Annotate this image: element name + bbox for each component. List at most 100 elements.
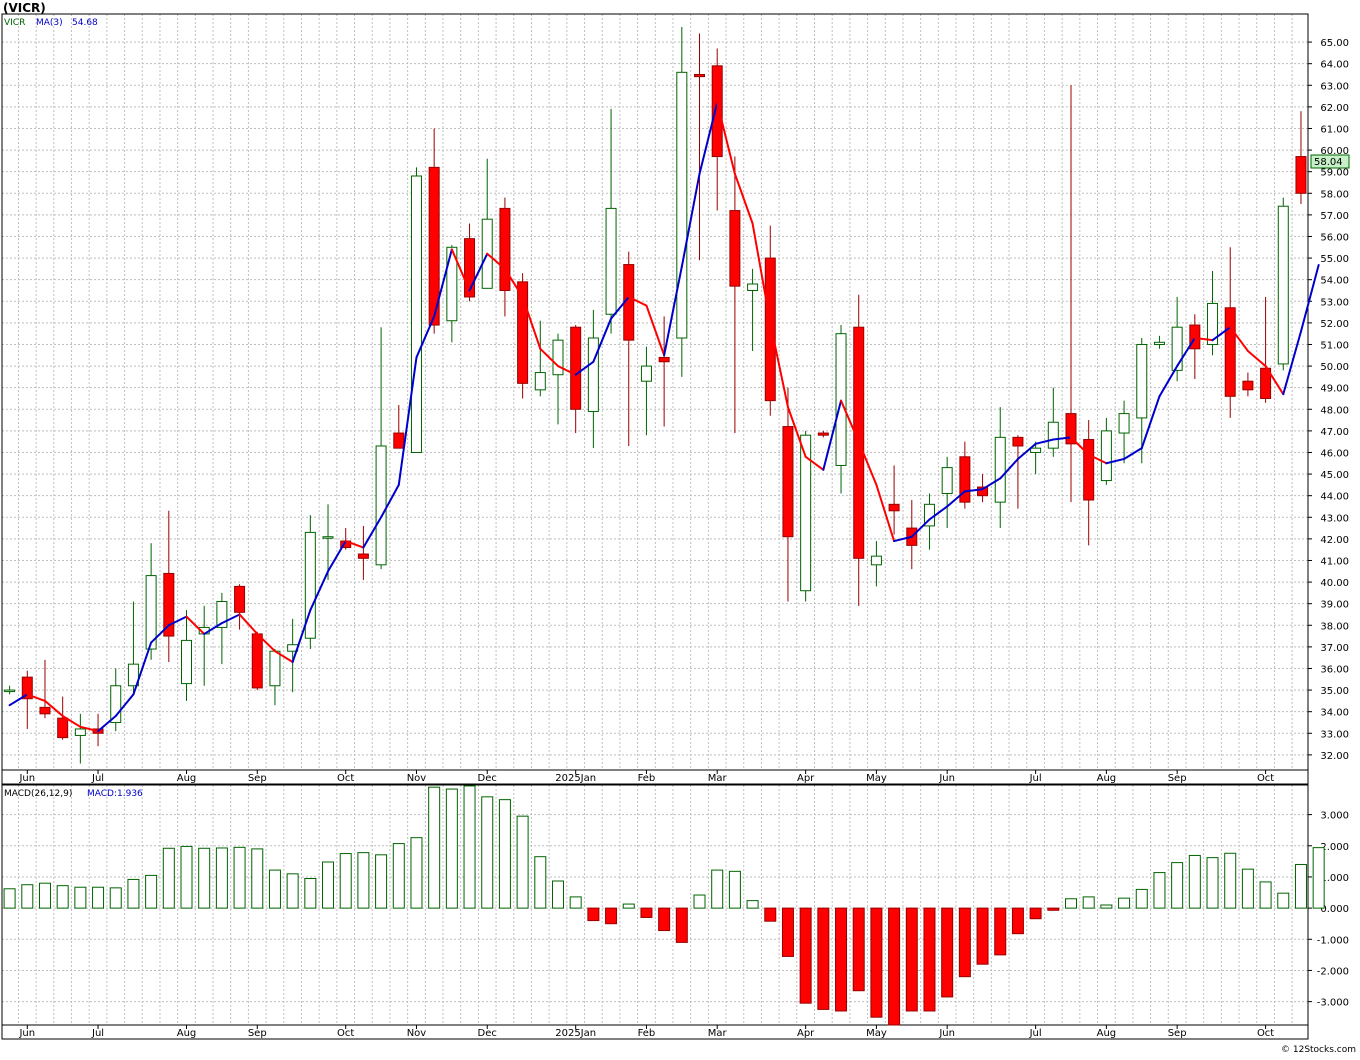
y-tick-label: 33.00 xyxy=(1320,729,1349,740)
ma-segment xyxy=(185,615,206,635)
candle-up xyxy=(870,541,882,587)
candle-up xyxy=(835,325,847,494)
ma-segment xyxy=(910,518,931,538)
x-tick-label: Oct xyxy=(337,1028,354,1039)
macd-bar-positive xyxy=(498,799,511,909)
candle-body xyxy=(1083,439,1095,501)
candle-body xyxy=(357,553,369,559)
moving-average-line xyxy=(8,101,1320,733)
x-tick-label: Apr xyxy=(797,773,815,784)
candle-body xyxy=(234,585,246,613)
candle-body xyxy=(57,717,69,739)
y-tick-label: 58.00 xyxy=(1320,189,1349,200)
macd-bar-positive xyxy=(233,846,246,909)
macd-bar-negative xyxy=(1011,907,1024,935)
candle-up xyxy=(534,320,546,397)
macd-bar-positive xyxy=(357,852,370,909)
ma-segment xyxy=(963,488,984,493)
x-tick-label: Sep xyxy=(248,1028,267,1039)
candle-body xyxy=(375,445,387,566)
macd-bar-positive xyxy=(322,861,335,909)
candle-down xyxy=(57,696,69,740)
candle-body xyxy=(1118,413,1130,434)
y-axis: 32.00 33.00 34.00 35.00 36.00 37.00 38.00 39.00… xyxy=(1308,38,1349,1009)
candle-body xyxy=(251,633,263,689)
candle-body xyxy=(499,207,511,291)
panel-frames xyxy=(1,13,1309,1040)
candle-down xyxy=(817,430,829,438)
ma-segment xyxy=(1016,442,1037,460)
macd-bar-positive xyxy=(286,873,299,909)
candle-up xyxy=(446,245,458,343)
x-tick-label: Dec xyxy=(478,1028,497,1039)
macd-bar-positive xyxy=(1188,854,1201,909)
candle-down xyxy=(251,631,263,691)
macd-bar-positive xyxy=(463,785,476,909)
ma-segment xyxy=(786,406,807,458)
candle-body xyxy=(764,257,776,402)
y-tick-label: 32.00 xyxy=(1320,751,1349,762)
candle-up xyxy=(1136,338,1148,464)
ma-segment xyxy=(645,304,666,357)
ma-segment xyxy=(1070,436,1090,456)
macd-y-tick-label: 3.000 xyxy=(1320,811,1349,822)
ma-segment xyxy=(1299,263,1320,333)
candle-down xyxy=(1012,435,1024,509)
y-tick-label: 62.00 xyxy=(1320,103,1349,114)
candle-body xyxy=(304,531,316,639)
chart-title: (VICR) xyxy=(3,1,46,15)
macd-histogram xyxy=(3,785,1325,1026)
macd-bar-positive xyxy=(339,853,352,909)
x-tick-label: Aug xyxy=(1097,773,1117,784)
x-tick-label: May xyxy=(866,773,887,784)
ma-segment xyxy=(327,540,347,573)
candle-body xyxy=(747,283,759,291)
candle-down xyxy=(1224,247,1236,418)
x-tick-label: Sep xyxy=(248,773,267,784)
macd-bar-positive xyxy=(1277,892,1290,909)
ma-segment xyxy=(1229,326,1249,352)
candle-down xyxy=(1295,111,1307,205)
grid-lines xyxy=(2,14,1308,1025)
ma-segment xyxy=(1034,438,1055,445)
macd-bar-negative xyxy=(905,907,918,1012)
ma-segment xyxy=(1158,365,1179,398)
candle-body xyxy=(1189,324,1201,350)
y-tick-label: 57.00 xyxy=(1320,211,1349,222)
macd-bar-positive xyxy=(693,894,706,909)
y-tick-label: 43.00 xyxy=(1320,513,1349,524)
candle-up xyxy=(216,592,228,665)
x-tick-label: Jul xyxy=(91,1028,104,1039)
ma-segment xyxy=(1052,436,1072,441)
macd-bar-positive xyxy=(711,869,724,909)
y-tick-label: 38.00 xyxy=(1320,621,1349,632)
ma-segment xyxy=(875,483,896,543)
ma-segment xyxy=(415,315,436,359)
candle-down xyxy=(393,404,405,449)
candle-down xyxy=(517,273,529,399)
x-tick-label: 2025Jan xyxy=(555,1028,596,1039)
macd-y-tick-label: -3.000 xyxy=(1317,998,1349,1009)
candle-down xyxy=(729,156,741,434)
y-tick-label: 63.00 xyxy=(1320,81,1349,92)
macd-bar-positive xyxy=(92,886,105,909)
macd-bar-positive xyxy=(445,788,458,909)
macd-bar-negative xyxy=(941,907,954,998)
candle-body xyxy=(181,639,192,685)
y-tick-label: 65.00 xyxy=(1320,38,1349,49)
ma-segment xyxy=(1123,447,1143,460)
x-tick-label: Apr xyxy=(797,1028,815,1039)
candle-down xyxy=(711,48,723,211)
macd-bar-positive xyxy=(1118,897,1131,909)
candle-body xyxy=(517,281,529,384)
macd-bar-positive xyxy=(268,869,281,909)
y-tick-label: 35.00 xyxy=(1320,686,1349,697)
ma-segment xyxy=(999,457,1019,480)
ma-segment xyxy=(592,317,613,363)
candle-body xyxy=(1242,380,1254,391)
macd-bar-positive xyxy=(198,847,211,909)
x-tick-label: Jul xyxy=(91,773,104,784)
candle-up xyxy=(1207,271,1219,356)
candle-body xyxy=(835,333,847,466)
